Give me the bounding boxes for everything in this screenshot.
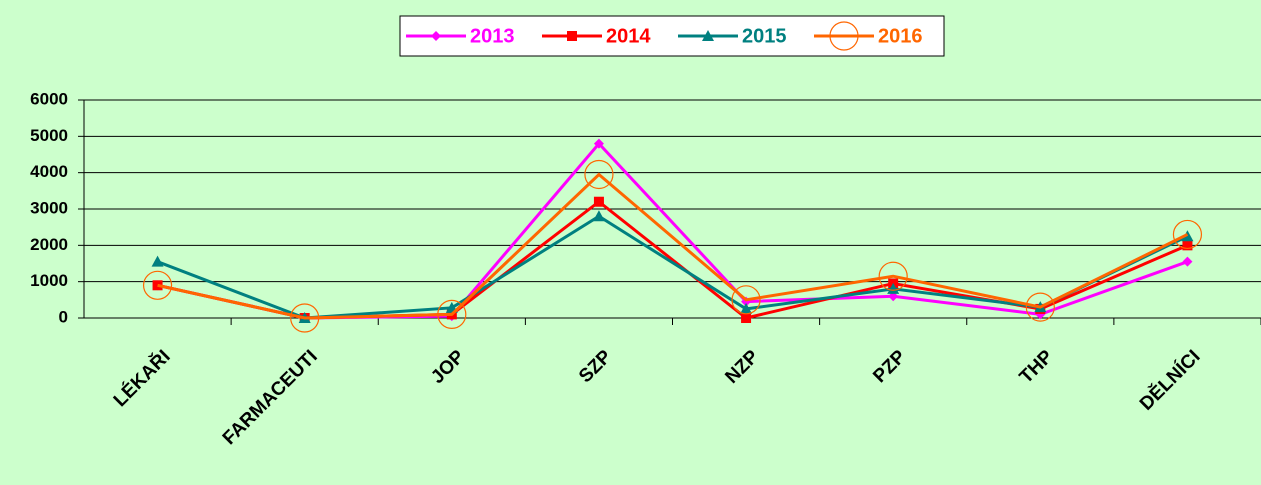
data-point <box>1025 292 1055 322</box>
data-point <box>878 261 908 291</box>
y-tick-label: 5000 <box>30 126 68 145</box>
y-tick-label: 4000 <box>30 162 68 181</box>
legend-marker <box>829 21 859 51</box>
data-point <box>437 299 467 329</box>
data-point <box>593 138 604 149</box>
data-point <box>592 210 605 222</box>
data-point <box>142 270 173 300</box>
data-point <box>1172 219 1203 250</box>
legend-label: 2014 <box>606 25 651 47</box>
legend-label: 2013 <box>470 25 515 47</box>
y-tick-label: 3000 <box>30 198 68 217</box>
data-point <box>290 303 320 333</box>
data-point <box>151 255 164 267</box>
y-tick-label: 2000 <box>30 235 68 254</box>
data-point <box>731 285 761 315</box>
data-point <box>593 196 604 207</box>
legend-marker <box>702 30 714 41</box>
data-point <box>741 313 752 323</box>
y-tick-label: 1000 <box>30 271 68 290</box>
legend-marker <box>431 31 441 41</box>
series-line <box>157 172 1189 320</box>
y-tick-label: 0 <box>59 307 68 326</box>
data-point <box>584 159 614 190</box>
data-point <box>1182 256 1193 267</box>
legend-marker <box>567 31 577 41</box>
data-point <box>887 282 900 294</box>
y-tick-label: 6000 <box>30 89 68 108</box>
data-point <box>740 302 753 314</box>
legend-label: 2016 <box>878 25 923 47</box>
data-point <box>1182 240 1193 251</box>
legend-label: 2015 <box>742 25 787 47</box>
